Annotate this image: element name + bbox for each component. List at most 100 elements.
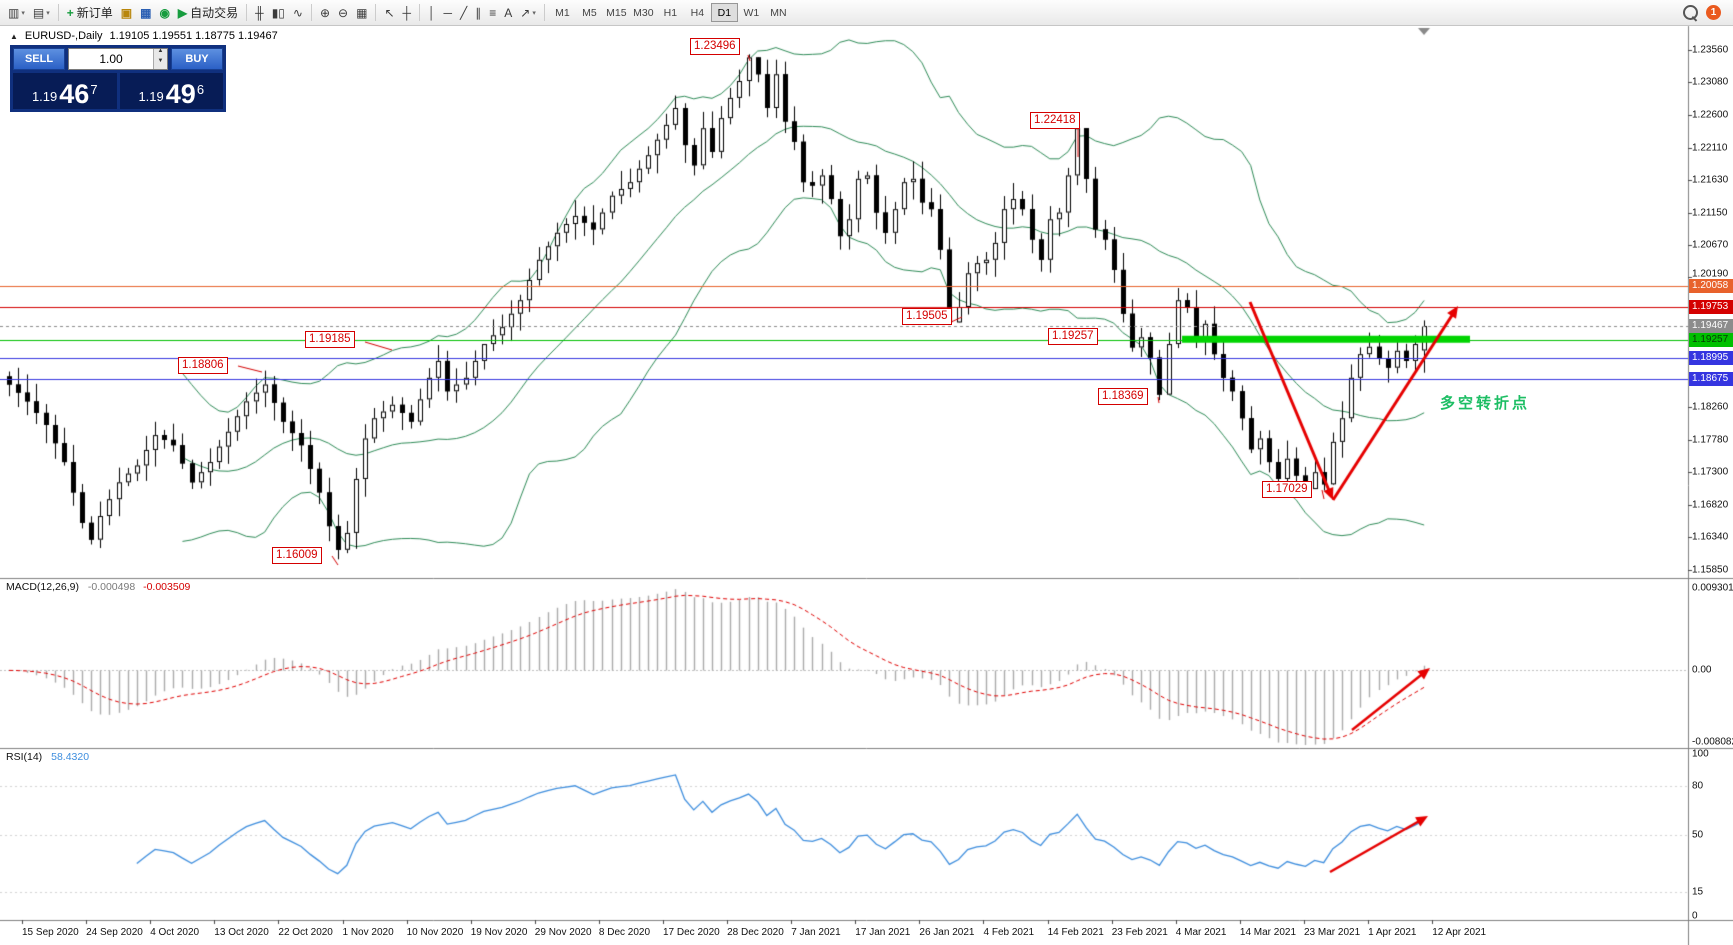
cursor-icon: ↖	[384, 5, 395, 20]
charts-window-icon[interactable]: ▣	[118, 3, 135, 23]
new-chart-icon[interactable]: ▥ ▾	[5, 3, 28, 23]
collapse-panel-icon[interactable]: ▲	[10, 31, 18, 41]
timeframe-button-D1[interactable]: D1	[710, 3, 738, 22]
time-axis-label: 14 Feb 2021	[1047, 927, 1104, 938]
toolbar-separator	[246, 4, 248, 21]
rsi-axis-label: 15	[1692, 886, 1704, 898]
volume-input[interactable]	[69, 49, 153, 69]
candlestick-chart-icon: ▮▯	[271, 5, 285, 20]
price-axis-label: 1.20670	[1692, 239, 1729, 251]
buy-price-point: 6	[196, 82, 205, 97]
profiles-icon-caret[interactable]: ▾	[46, 9, 50, 17]
trendline-icon[interactable]: ╱	[457, 3, 470, 23]
time-axis-label: 13 Oct 2020	[214, 927, 269, 938]
price-callout-1.18369[interactable]: 1.18369	[1098, 388, 1148, 405]
toolbar-right: 1	[1683, 5, 1729, 20]
data-window-icon: ▦	[140, 5, 152, 20]
time-axis-label: 7 Jan 2021	[791, 927, 841, 938]
strategy-tester-icon: ◉	[159, 5, 170, 20]
timeframe-button-M1[interactable]: M1	[555, 7, 570, 19]
fibonacci-icon[interactable]: ≡	[486, 3, 499, 23]
crosshair-icon[interactable]: ┼	[400, 3, 415, 23]
sell-button[interactable]: SELL	[13, 48, 65, 70]
price-callout-1.19257[interactable]: 1.19257	[1048, 328, 1098, 345]
zoom-in-icon[interactable]: ⊕	[317, 3, 333, 23]
line-chart-icon[interactable]: ∿	[290, 3, 306, 23]
volume-control: ▲ ▼	[68, 48, 168, 70]
timeframe-button-H4[interactable]: H4	[690, 7, 705, 19]
time-axis-label: 19 Nov 2020	[470, 927, 528, 938]
macd-axis-label: 0.009301	[1692, 582, 1733, 594]
buy-price[interactable]: 1.19 49 6	[119, 73, 223, 110]
volume-down-icon[interactable]: ▼	[154, 58, 167, 69]
price-axis-marker-1.19257: 1.19257	[1689, 333, 1733, 348]
timeframe-button-M5[interactable]: M5	[582, 7, 597, 19]
time-axis-label: 10 Nov 2020	[406, 927, 464, 938]
price-axis-label: 1.20190	[1692, 268, 1729, 280]
vertical-line-icon: │	[428, 5, 436, 20]
cursor-icon[interactable]: ↖	[381, 3, 397, 23]
rsi-axis-label: 80	[1692, 780, 1704, 792]
tile-windows-icon[interactable]: ▦	[353, 3, 370, 23]
main-toolbar: ▥ ▾ ▤ ▾ + 新订单 ▣ ▦ ◉ ▶ 自动交易 ╫ ▮▯ ∿ ⊕ ⊖ ▦ ↖ ┼ │ ─ ╱ ∥ ≡ A ↗ ▾ M1 M5 M1…	[0, 0, 1733, 26]
macd-value-signal: -0.003509	[143, 581, 191, 593]
new-order-button[interactable]: + 新订单	[64, 3, 116, 23]
zoom-out-icon[interactable]: ⊖	[335, 3, 351, 23]
strategy-tester-icon[interactable]: ◉	[156, 3, 172, 23]
search-icon[interactable]	[1683, 5, 1698, 20]
trendline-icon: ╱	[460, 5, 468, 20]
price-axis-label: 1.23080	[1692, 76, 1729, 88]
time-axis-label: 23 Feb 2021	[1111, 927, 1168, 938]
time-axis-label: 1 Apr 2021	[1368, 927, 1417, 938]
line-chart-icon: ∿	[292, 5, 303, 20]
tile-windows-icon: ▦	[356, 5, 368, 20]
crosshair-icon: ┼	[402, 5, 412, 20]
arrows-icon-caret[interactable]: ▾	[532, 9, 536, 17]
macd-axis-label: 0.00	[1692, 664, 1712, 676]
time-axis-label: 8 Dec 2020	[598, 927, 651, 938]
notification-badge[interactable]: 1	[1706, 5, 1721, 20]
turning-point-text[interactable]: 多空转折点	[1440, 395, 1531, 412]
horizontal-line-icon: ─	[443, 5, 453, 20]
profiles-icon[interactable]: ▤ ▾	[30, 3, 53, 23]
volume-spinner[interactable]: ▲ ▼	[153, 48, 167, 69]
candlestick-chart-icon[interactable]: ▮▯	[269, 3, 288, 23]
price-axis-label: 1.22600	[1692, 109, 1729, 121]
arrows-icon[interactable]: ↗ ▾	[517, 3, 539, 23]
price-axis-label: 1.21630	[1692, 174, 1729, 186]
sell-price[interactable]: 1.19 46 7	[13, 73, 117, 109]
rsi-axis-label: 50	[1692, 829, 1704, 841]
horizontal-line-icon[interactable]: ─	[441, 3, 456, 23]
buy-button[interactable]: BUY	[171, 48, 223, 70]
macd-name: MACD(12,26,9)	[6, 581, 79, 593]
sell-price-head: 1.19	[31, 89, 58, 104]
price-callout-1.22418[interactable]: 1.22418	[1030, 112, 1080, 129]
buy-price-pips: 49	[165, 79, 196, 110]
auto-trading-button[interactable]: ▶ 自动交易	[175, 3, 241, 23]
bar-chart-icon[interactable]: ╫	[252, 3, 267, 23]
data-window-icon[interactable]: ▦	[137, 3, 154, 23]
time-axis-label: 12 Apr 2021	[1432, 927, 1487, 938]
timeframe-button-M15[interactable]: M15	[606, 7, 627, 19]
price-callout-1.16009[interactable]: 1.16009	[272, 547, 322, 564]
equidistant-channel-icon[interactable]: ∥	[472, 3, 484, 23]
price-axis-label: 1.23560	[1692, 44, 1729, 56]
price-axis-label: 1.21150	[1692, 207, 1728, 219]
price-axis-label: 1.18260	[1692, 401, 1729, 413]
price-callout-1.23496[interactable]: 1.23496	[690, 38, 740, 55]
timeframe-button-H1[interactable]: H1	[663, 7, 678, 19]
new-chart-icon-caret[interactable]: ▾	[21, 9, 25, 17]
price-callout-1.18806[interactable]: 1.18806	[178, 357, 228, 374]
timeframe-toolbar: M1 M5 M15 M30 H1 H4 D1 W1 MN	[549, 3, 792, 22]
timeframe-button-MN[interactable]: MN	[770, 7, 787, 19]
text-icon[interactable]: A	[501, 3, 515, 23]
volume-up-icon[interactable]: ▲	[154, 48, 167, 59]
price-callout-1.19185[interactable]: 1.19185	[305, 331, 355, 348]
timeframe-button-W1[interactable]: W1	[743, 7, 760, 19]
price-callout-1.17029[interactable]: 1.17029	[1262, 481, 1312, 498]
vertical-line-icon[interactable]: │	[425, 3, 439, 23]
price-callout-1.19505[interactable]: 1.19505	[902, 308, 952, 325]
timeframe-button-M30[interactable]: M30	[633, 7, 654, 19]
